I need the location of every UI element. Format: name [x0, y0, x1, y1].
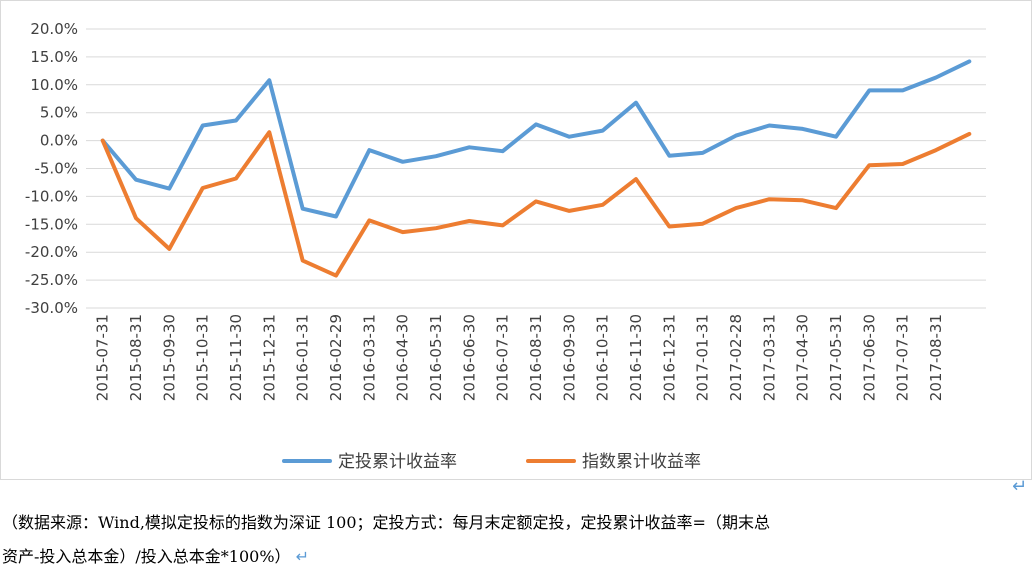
y-tick-label: -5.0% — [34, 160, 78, 178]
x-tick-label: 2016-12-31 — [660, 314, 678, 401]
x-tick-label: 2016-06-30 — [460, 314, 478, 401]
x-tick-label: 2016-01-31 — [294, 314, 312, 401]
x-tick-label: 2016-04-30 — [394, 314, 412, 401]
x-tick-label: 2016-07-31 — [494, 314, 512, 401]
x-tick-label: 2017-02-28 — [727, 314, 745, 401]
y-tick-label: 15.0% — [30, 48, 78, 66]
y-axis-tick-labels: 20.0% 15.0% 10.0% 5.0% 0.0% -5.0% -10.0% -15.0%… — [25, 20, 78, 317]
x-tick-label: 2015-11-30 — [227, 314, 245, 401]
x-tick-label: 2017-05-31 — [827, 314, 845, 401]
x-tick-label: 2016-08-31 — [527, 314, 545, 401]
caption-line-2-text: 资产-投入总本金）/投入总本金*100%） — [2, 547, 291, 566]
y-tick-label: 20.0% — [30, 20, 78, 38]
x-tick-label: 2017-07-31 — [894, 314, 912, 401]
legend-label: 定投累计收益率 — [338, 452, 457, 472]
x-tick-label: 2017-01-31 — [694, 314, 712, 401]
x-tick-label: 2017-06-30 — [860, 314, 878, 401]
series-line-1 — [100, 59, 972, 219]
x-tick-label: 2015-08-31 — [127, 314, 145, 401]
y-tick-label: 0.0% — [40, 132, 78, 150]
y-tick-label: -20.0% — [25, 243, 78, 261]
x-tick-label: 2016-02-29 — [327, 314, 345, 401]
y-tick-label: -30.0% — [25, 299, 78, 317]
y-tick-label: -15.0% — [25, 215, 78, 233]
x-tick-label: 2015-12-31 — [260, 314, 278, 401]
x-axis-tick-labels: 2015-07-31 2015-08-31 2015-09-30 2015-10-31… — [94, 314, 945, 401]
legend: 定投累计收益率 指数累计收益率 — [282, 452, 701, 472]
y-tick-label: -25.0% — [25, 271, 78, 289]
caption-line-2: 资产-投入总本金）/投入总本金*100%） ↵ — [2, 540, 1032, 574]
x-tick-label: 2015-07-31 — [94, 314, 112, 401]
x-tick-label: 2016-05-31 — [427, 314, 445, 401]
series-lines — [100, 59, 972, 278]
x-tick-label: 2017-03-31 — [760, 314, 778, 401]
gridlines — [86, 28, 986, 309]
caption-return-mark: ↵ — [295, 547, 310, 566]
return-mark: ↵ — [1012, 476, 1028, 497]
series-line-2 — [100, 130, 972, 278]
x-tick-label: 2017-04-30 — [794, 314, 812, 401]
y-tick-label: -10.0% — [25, 187, 78, 205]
y-tick-label: 5.0% — [40, 104, 78, 122]
x-tick-label: 2015-10-31 — [194, 314, 212, 401]
x-tick-label: 2017-08-31 — [927, 314, 945, 401]
x-tick-label: 2016-09-30 — [560, 314, 578, 401]
y-tick-label: 10.0% — [30, 76, 78, 94]
legend-label: 指数累计收益率 — [582, 452, 701, 472]
line-chart: 20.0% 15.0% 10.0% 5.0% 0.0% -5.0% -10.0% -15.0%… — [25, 20, 986, 472]
x-tick-label: 2016-11-30 — [627, 314, 645, 401]
x-tick-label: 2016-03-31 — [360, 314, 378, 401]
x-tick-label: 2016-10-31 — [594, 314, 612, 401]
x-tick-label: 2015-09-30 — [160, 314, 178, 401]
caption-line-1: （数据来源：Wind,模拟定投标的指数为深证 100；定投方式：每月末定额定投，… — [2, 513, 770, 532]
